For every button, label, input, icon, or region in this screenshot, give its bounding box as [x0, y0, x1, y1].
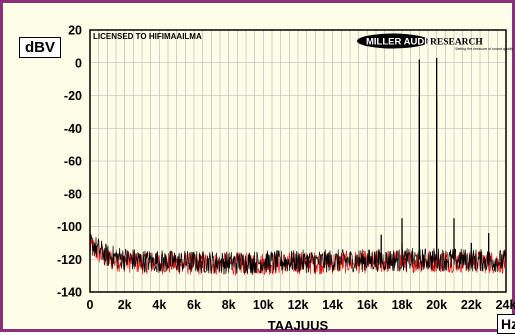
y-tick-label: 20	[68, 24, 82, 38]
y-tick-labels: 20 0 -20 -40 -60 -80 -100 -120 -140	[57, 24, 82, 300]
x-tick-label: 0	[87, 298, 94, 312]
x-tick-label: 2k	[118, 298, 132, 312]
y-tick-label: -140	[57, 286, 82, 300]
x-tick-label: 14k	[322, 298, 343, 312]
spectrum-traces	[89, 57, 507, 276]
x-axis-label: TAAJUUS	[268, 318, 329, 333]
license-text: LICENSED TO HIFIMAAILMA	[93, 32, 202, 41]
x-tick-label: 16k	[357, 298, 378, 312]
x-tick-label: 10k	[253, 298, 274, 312]
miller-audio-research-logo: MILLER AUDIO RESEARCH Setting the measur…	[357, 33, 514, 51]
spectrum-chart: LICENSED TO HIFIMAAILMA MILLER AUDIO RES…	[57, 24, 515, 334]
y-unit-label: dBV	[19, 37, 61, 58]
x-tick-label: 20k	[426, 298, 447, 312]
y-tick-label: -40	[64, 122, 82, 136]
x-tick-label: 12k	[288, 298, 309, 312]
x-tick-label: 22k	[461, 298, 482, 312]
x-tick-label: 4k	[152, 298, 166, 312]
y-tick-label: -20	[64, 89, 82, 103]
x-tick-label: 8k	[222, 298, 236, 312]
grid-lines	[90, 30, 506, 292]
x-tick-label: 24k	[496, 298, 515, 312]
plot-border	[89, 29, 507, 293]
y-tick-label: -80	[64, 187, 82, 201]
svg-text:Setting the measure of sound q: Setting the measure of sound quality	[455, 47, 514, 51]
svg-text:MILLER AUDIO: MILLER AUDIO	[366, 37, 434, 48]
x-tick-label: 18k	[392, 298, 413, 312]
x-tick-label: 6k	[187, 298, 201, 312]
y-tick-label: 0	[75, 56, 82, 70]
x-unit-label: Hz	[497, 314, 515, 334]
svg-text:RESEARCH: RESEARCH	[430, 38, 483, 48]
x-tick-labels: 0 2k 4k 6k 8k 10k 12k 14k 16k 18k 20k 22k 24k	[87, 298, 515, 312]
y-tick-label: -60	[64, 155, 82, 169]
y-tick-label: -100	[57, 220, 82, 234]
y-tick-label: -120	[57, 253, 82, 267]
